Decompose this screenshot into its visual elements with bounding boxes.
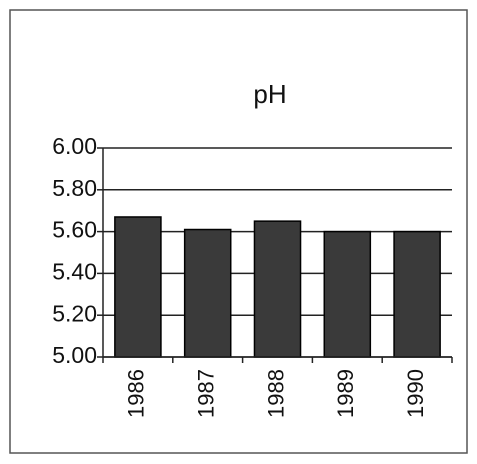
y-tick-label: 5.60	[52, 217, 97, 243]
bar	[183, 228, 232, 358]
x-tick-label: 1986	[124, 369, 149, 418]
y-tick-label: 5.00	[52, 342, 97, 368]
bar	[393, 230, 441, 358]
y-tick-label: 5.40	[52, 258, 97, 284]
y-tick-label: 5.80	[52, 175, 97, 201]
bar	[323, 230, 372, 358]
x-tick-label: 1990	[403, 369, 428, 418]
chart-title: pH	[253, 79, 286, 109]
bar	[114, 216, 162, 358]
y-tick-label: 6.00	[52, 133, 97, 159]
y-tick-label: 5.20	[52, 300, 97, 326]
x-tick-label: 1988	[263, 369, 288, 418]
x-tick-label: 1989	[333, 369, 358, 418]
x-tick-label: 1987	[194, 369, 219, 418]
bar	[253, 220, 302, 358]
